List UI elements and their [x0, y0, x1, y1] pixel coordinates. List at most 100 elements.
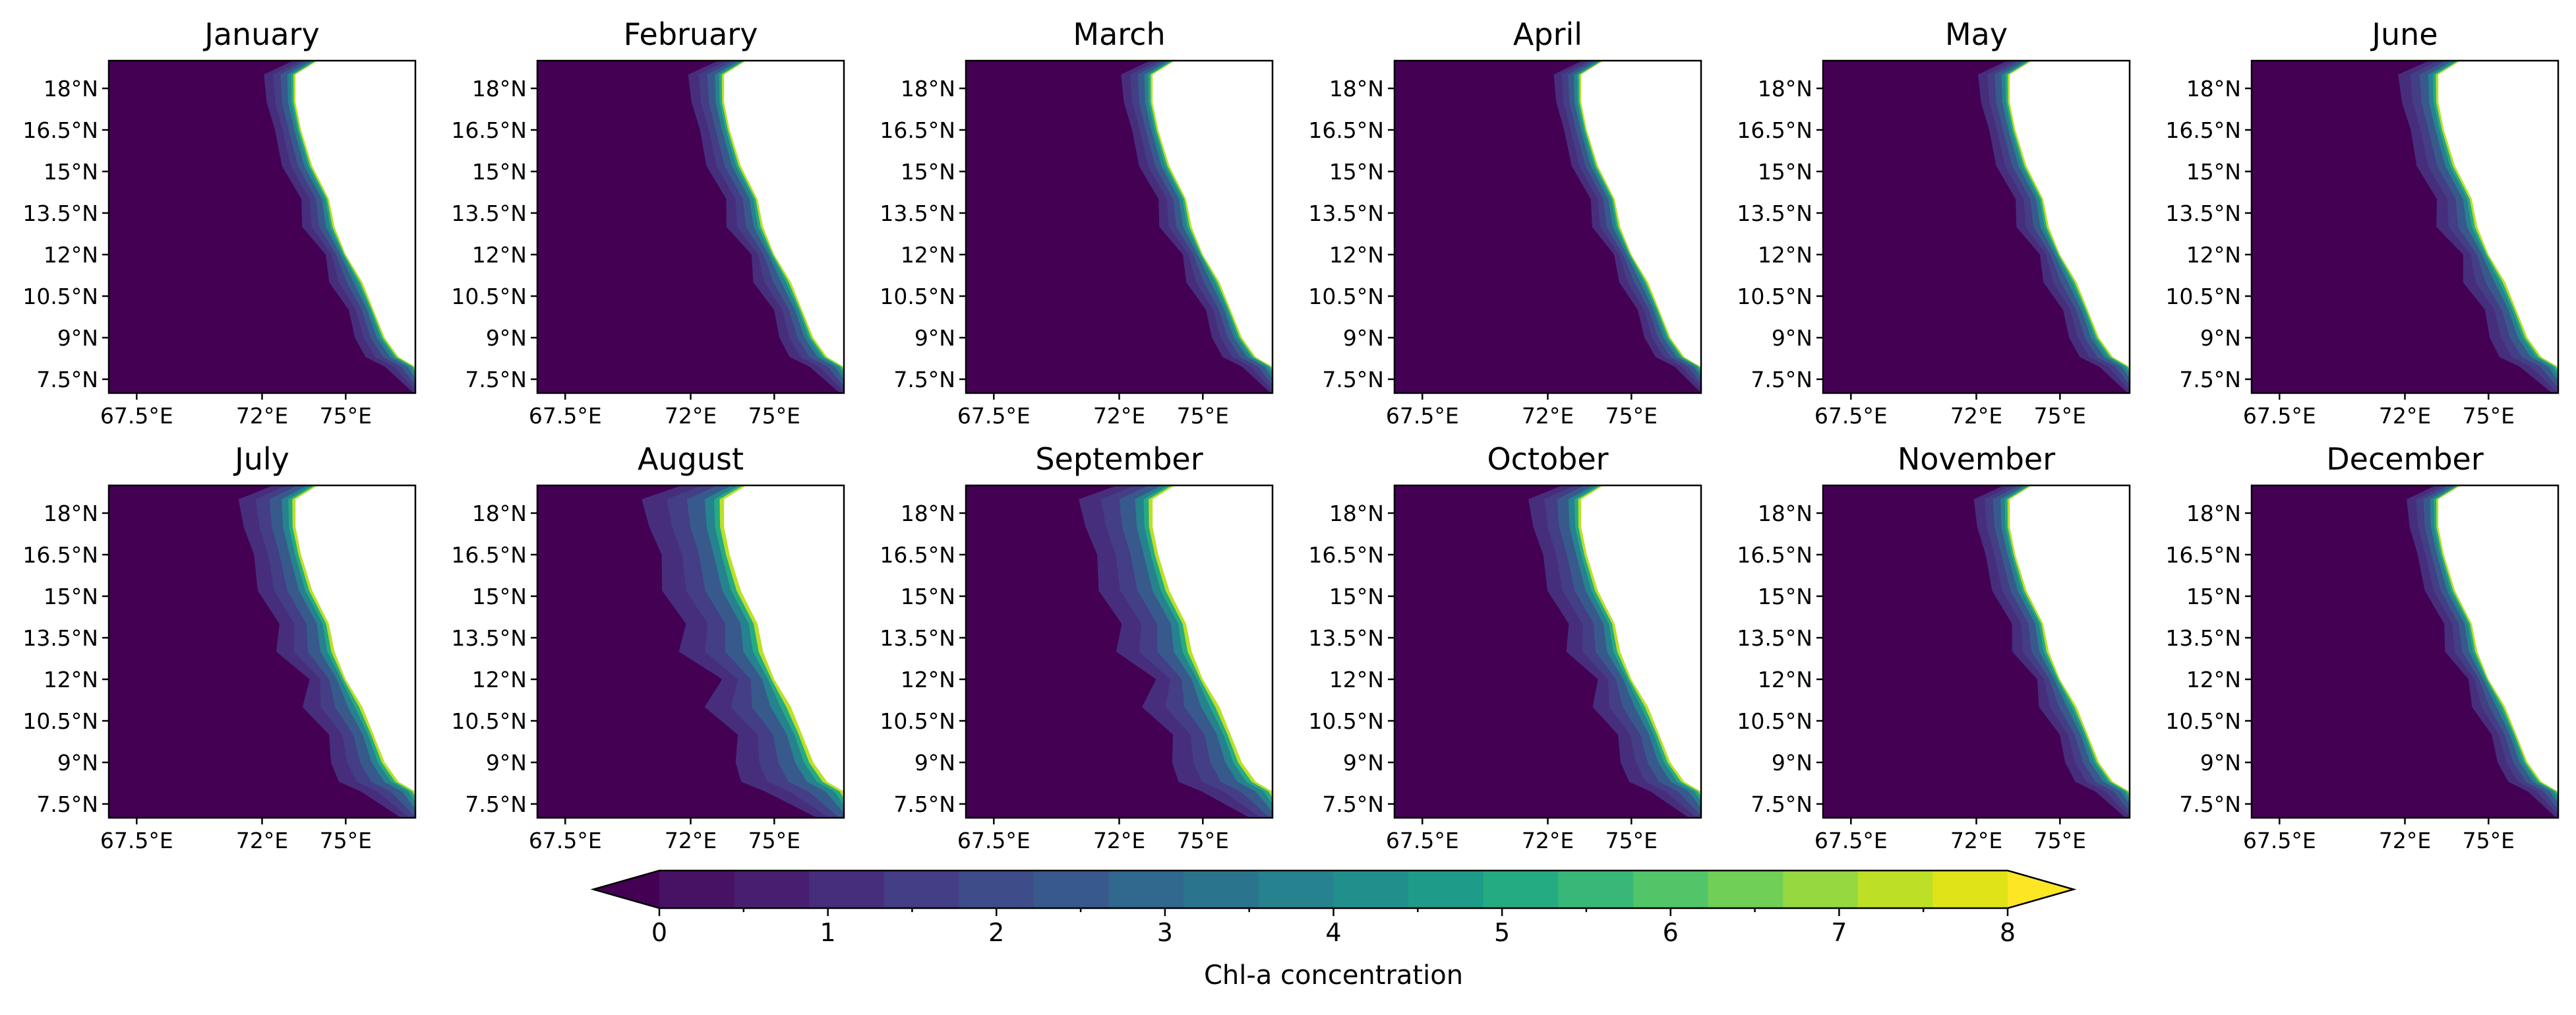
- y-tick-label: 9°N: [57, 750, 98, 776]
- x-tick-label: 72°E: [1522, 403, 1574, 429]
- colorbar-segment: [1558, 871, 1633, 908]
- y-tick-label: 13.5°N: [1737, 625, 1812, 651]
- y-tick-label: 18°N: [2186, 501, 2241, 526]
- colorbar-segment: [1783, 871, 1858, 908]
- x-tick-label: 67.5°E: [100, 403, 173, 429]
- map-panel: September 67.5°E 72°E 75°E 18°N 16.5°N 15°N 13.…: [880, 441, 1300, 853]
- y-tick-label: 18°N: [2186, 76, 2241, 102]
- y-tick-label: 9°N: [1772, 325, 1812, 351]
- x-tick-label: 67.5°E: [2243, 828, 2316, 853]
- colorbar-segment: [1183, 871, 1259, 908]
- colorbar-tick-label: 7: [1831, 918, 1847, 947]
- colorbar-segment: [1259, 871, 1334, 908]
- colorbar-segment: [1708, 871, 1783, 908]
- y-tick-label: 9°N: [914, 325, 955, 351]
- panel-title: November: [1898, 441, 2055, 477]
- y-tick-label: 10.5°N: [1737, 284, 1812, 309]
- colorbar-segment: [809, 871, 884, 908]
- x-tick-label: 75°E: [320, 403, 372, 429]
- y-tick-label: 7.5°N: [1322, 791, 1384, 817]
- x-tick-label: 75°E: [320, 828, 372, 853]
- panel-title: May: [1945, 16, 2008, 52]
- y-tick-label: 10.5°N: [880, 708, 955, 734]
- panel-title: April: [1513, 16, 1582, 52]
- map-panel: January67.5°E 72°E 75°E18°N16.5°N15°N13.5°…: [22, 16, 443, 429]
- colorbar-segment: [1334, 871, 1409, 908]
- y-tick-label: 12°N: [901, 667, 955, 692]
- y-tick-label: 15°N: [44, 584, 98, 609]
- y-tick-label: 7.5°N: [893, 791, 955, 817]
- x-tick-label: 75°E: [2463, 403, 2515, 429]
- colorbar-tick-label: 0: [651, 918, 667, 947]
- y-tick-label: 12°N: [44, 667, 98, 692]
- map-panel: February 67.5°E 72°E 75°E 18°N 16.5°N 15°N 13.5…: [451, 16, 872, 429]
- x-tick-label: 75°E: [1605, 403, 1658, 429]
- x-tick-label: 75°E: [1177, 403, 1229, 429]
- x-tick-label: 72°E: [236, 828, 288, 853]
- map-panel: July 67.5°E 72°E 75°E 18°N 16.5°N 15°N 13.5°N 12…: [22, 441, 443, 853]
- colorbar-segment: [1633, 871, 1708, 908]
- y-tick-label: 10.5°N: [2165, 284, 2241, 309]
- y-tick-label: 16.5°N: [880, 117, 955, 143]
- colorbar-tick-label: 5: [1494, 918, 1510, 947]
- y-tick-label: 7.5°N: [36, 791, 98, 817]
- x-tick-label: 67.5°E: [1386, 403, 1459, 429]
- x-tick-label: 67.5°E: [529, 403, 602, 429]
- y-tick-label: 10.5°N: [880, 284, 955, 309]
- colorbar-tick-label: 6: [1663, 918, 1679, 947]
- x-tick-label: 67.5°E: [1814, 403, 1888, 429]
- colorbar-segment: [959, 871, 1034, 908]
- y-tick-label: 12°N: [2186, 667, 2241, 692]
- x-tick-label: 75°E: [2034, 403, 2086, 429]
- y-tick-label: 13.5°N: [1308, 200, 1384, 226]
- y-tick-label: 15°N: [2186, 159, 2241, 185]
- y-tick-label: 15°N: [901, 584, 955, 609]
- x-tick-label: 72°E: [1950, 828, 2002, 853]
- y-tick-label: 18°N: [1329, 501, 1384, 526]
- colorbar-segment: [659, 871, 734, 908]
- map-panel: October 67.5°E 72°E 75°E 18°N 16.5°N 15°N 13.5°…: [1308, 441, 1729, 853]
- y-tick-label: 12°N: [1329, 667, 1384, 692]
- colorbar-segment: [1408, 871, 1483, 908]
- y-tick-label: 10.5°N: [22, 708, 98, 734]
- panel-title: October: [1487, 441, 1608, 477]
- y-tick-label: 18°N: [44, 501, 98, 526]
- y-tick-label: 9°N: [57, 325, 98, 351]
- y-tick-label: 16.5°N: [2165, 542, 2241, 568]
- y-tick-label: 10.5°N: [1308, 708, 1384, 734]
- y-tick-label: 16.5°N: [880, 542, 955, 568]
- colorbar-tick-label: 2: [988, 918, 1004, 947]
- y-tick-label: 13.5°N: [880, 200, 955, 226]
- x-tick-label: 72°E: [1950, 403, 2002, 429]
- y-tick-label: 15°N: [44, 159, 98, 185]
- y-tick-label: 10.5°N: [1308, 284, 1384, 309]
- y-tick-label: 16.5°N: [2165, 117, 2241, 143]
- panel-title: September: [1035, 441, 1203, 477]
- y-tick-label: 13.5°N: [2165, 200, 2241, 226]
- x-tick-label: 72°E: [2379, 828, 2431, 853]
- map-panel: December 67.5°E 72°E 75°E 18°N 16.5°N 15°N 13.5…: [2165, 441, 2576, 853]
- x-tick-label: 72°E: [1522, 828, 1574, 853]
- y-tick-label: 7.5°N: [1322, 367, 1384, 392]
- map-panel: August 67.5°E 72°E 75°E 18°N 16.5°N 15°N 13.5°N…: [451, 441, 872, 853]
- y-tick-label: 15°N: [1758, 159, 1812, 185]
- y-tick-label: 15°N: [1329, 159, 1384, 185]
- y-tick-label: 12°N: [2186, 242, 2241, 268]
- y-tick-label: 9°N: [2200, 325, 2241, 351]
- x-tick-label: 75°E: [748, 828, 800, 853]
- panel-title: July: [233, 441, 289, 477]
- y-tick-label: 12°N: [901, 242, 955, 268]
- y-tick-label: 10.5°N: [451, 284, 527, 309]
- y-tick-label: 9°N: [2200, 750, 2241, 776]
- map-panel: November67.5°E 72°E 75°E18°N16.5°N15°N13.5…: [1737, 441, 2157, 853]
- colorbar-segment: [1034, 871, 1109, 908]
- x-tick-label: 72°E: [2379, 403, 2431, 429]
- colorbar-tick-label: 1: [820, 918, 836, 947]
- colorbar-tick-label: 3: [1157, 918, 1173, 947]
- x-tick-label: 67.5°E: [2243, 403, 2316, 429]
- y-tick-label: 16.5°N: [1308, 542, 1384, 568]
- y-tick-label: 13.5°N: [451, 625, 527, 651]
- y-tick-label: 16.5°N: [451, 117, 527, 143]
- y-tick-label: 9°N: [1343, 325, 1384, 351]
